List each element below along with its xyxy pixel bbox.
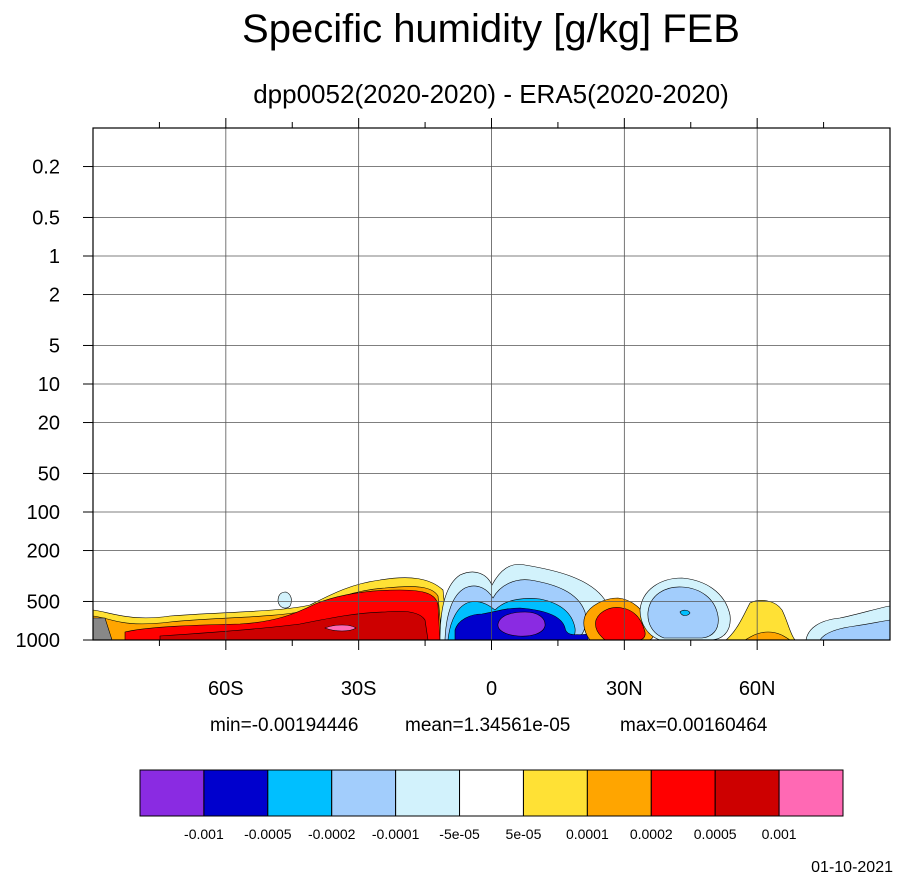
contour-band-pos-30n-inner	[595, 607, 646, 641]
colorbar-label: -5e-05	[439, 826, 480, 842]
colorbar-label: 5e-05	[506, 826, 542, 842]
colorbar-swatch	[586, 769, 652, 817]
colorbar-label: 0.0002	[630, 826, 673, 842]
colorbar: -0.001 -0.0005 -0.0002 -0.0001 -5e-05 5e-05 0.…	[139, 769, 844, 842]
colorbar-swatch	[203, 769, 269, 817]
contour-band-neg-80n-inner	[819, 619, 891, 641]
y-tick-label: 100	[27, 502, 60, 524]
y-tick-label: 1000	[16, 630, 61, 652]
colorbar-swatch	[459, 769, 524, 817]
colorbar-swatch	[650, 769, 716, 817]
colorbar-swatch	[522, 769, 588, 817]
y-tick-label: 5	[49, 335, 60, 357]
stats-line: min=-0.00194446 mean=1.34561e-05 max=0.0…	[210, 715, 768, 736]
colorbar-label: -0.0005	[244, 826, 292, 842]
colorbar-label: 0.001	[762, 826, 797, 842]
contour-band-pos-001	[159, 610, 429, 641]
colorbar-swatch	[139, 769, 205, 817]
colorbar-swatch	[714, 769, 780, 817]
plot-area: 60S 30S 0 30N 60N 0.2 0.5 1 2 5 10 20 50 100 200 500 10…	[16, 118, 891, 700]
colorbar-label: 0.0001	[566, 826, 609, 842]
colorbar-swatch	[395, 769, 461, 817]
y-tick-label: 1	[49, 246, 60, 268]
y-tick-label: 20	[38, 413, 60, 435]
y-tick-label: 0.5	[32, 207, 60, 229]
stat-min: min=-0.00194446	[210, 715, 358, 736]
stat-max: max=0.00160464	[620, 715, 768, 736]
y-tick-label: 500	[27, 591, 60, 613]
colorbar-label: 0.0005	[694, 826, 737, 842]
plot-date: 01-10-2021	[811, 859, 893, 876]
contour-fills	[92, 564, 891, 641]
y-axis-ticks: 0.2 0.5 1 2 5 10 20 50 100 200 500 1000	[16, 157, 93, 652]
contour-band-neg-1e3	[497, 611, 546, 637]
y-tick-label: 2	[49, 285, 60, 307]
contour-band-pos-60n-inner	[743, 631, 791, 641]
colorbar-label: -0.0002	[308, 826, 356, 842]
x-axis-ticks: 60S 30S 0 30N 60N	[158, 118, 825, 700]
chart-title: Specific humidity [g/kg] FEB	[242, 7, 740, 51]
x-tick-label: 30S	[341, 678, 377, 700]
y-tick-label: 10	[38, 374, 60, 396]
colorbar-swatch	[267, 769, 333, 817]
contour-band-pos-max	[324, 624, 357, 632]
colorbar-swatch	[331, 769, 397, 817]
x-tick-label: 60N	[739, 678, 776, 700]
colorbar-label: -0.001	[184, 826, 224, 842]
x-tick-label: 30N	[606, 678, 643, 700]
contour-band-neg-45n-core	[679, 609, 691, 616]
stat-mean: mean=1.34561e-05	[405, 715, 570, 736]
y-tick-label: 50	[38, 463, 60, 485]
chart-subtitle: dpp0052(2020-2020) - ERA5(2020-2020)	[253, 79, 729, 109]
x-tick-label: 0	[486, 678, 497, 700]
x-tick-label: 60S	[208, 678, 244, 700]
contour-band-neg-40s	[277, 591, 292, 609]
grid-lines	[93, 128, 890, 640]
y-tick-label: 200	[27, 541, 60, 563]
colorbar-label: -0.0001	[372, 826, 420, 842]
y-tick-label: 0.2	[32, 157, 60, 179]
colorbar-swatch	[778, 769, 844, 817]
